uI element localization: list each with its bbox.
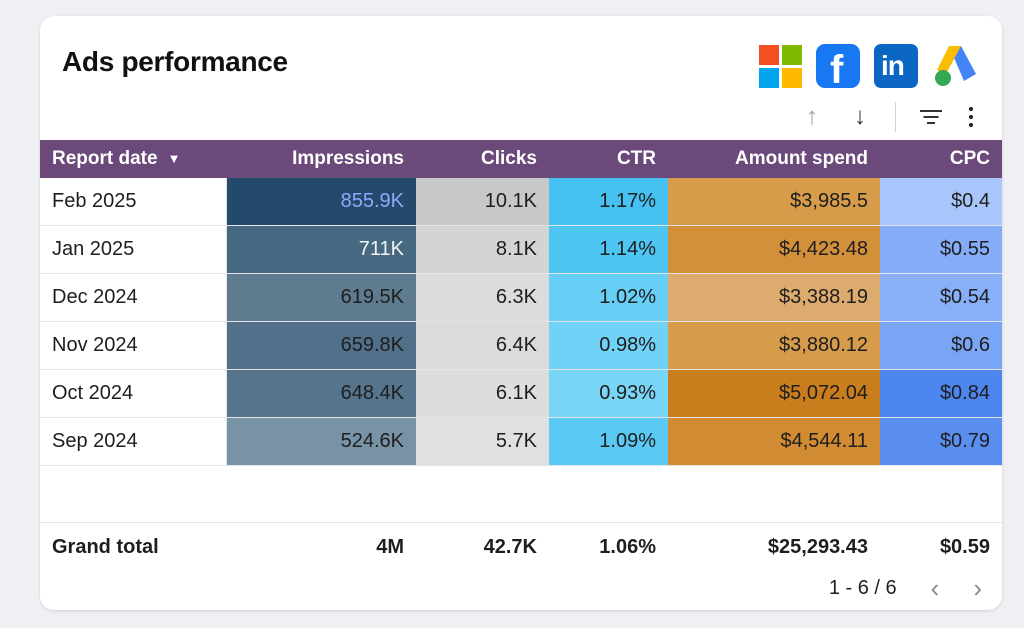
filter-line-2 bbox=[923, 116, 939, 118]
cell-report-date: Feb 2025 bbox=[40, 178, 227, 226]
toolbar-divider bbox=[895, 102, 896, 132]
cell-impressions: 619.5K bbox=[226, 273, 416, 322]
pagination: 1 - 6 / 6 ‹ › bbox=[829, 573, 982, 604]
cell-clicks: 10.1K bbox=[416, 178, 549, 226]
cell-report-date: Dec 2024 bbox=[40, 273, 227, 322]
table-row: Nov 2024 659.8K 6.4K 0.98% $3,880.12 $0.… bbox=[40, 321, 1002, 370]
table-row: Sep 2024 524.6K 5.7K 1.09% $4,544.11 $0.… bbox=[40, 417, 1002, 466]
facebook-logo-icon: f bbox=[816, 44, 860, 92]
cell-report-date: Oct 2024 bbox=[40, 369, 227, 418]
previous-page-button[interactable]: ‹ bbox=[930, 573, 940, 603]
microsoft-square-blue bbox=[759, 67, 779, 88]
cell-impressions: 659.8K bbox=[226, 321, 416, 370]
cell-report-date: Nov 2024 bbox=[40, 321, 227, 370]
platform-logos: f in bbox=[759, 44, 976, 92]
cell-clicks: 5.7K bbox=[416, 417, 549, 466]
column-header-amount-spend[interactable]: Amount spend bbox=[668, 140, 880, 178]
microsoft-logo-icon bbox=[759, 44, 802, 88]
sort-caret-icon: ▼ bbox=[167, 151, 181, 167]
grand-total-ctr: 1.06% bbox=[549, 522, 668, 571]
empty-spacer-cell bbox=[40, 465, 1002, 523]
ads-performance-card: Ads performance f in ↑ ↓ bbox=[40, 16, 1002, 610]
grand-total-clicks: 42.7K bbox=[416, 522, 549, 571]
column-header-label: Report date bbox=[52, 148, 158, 169]
table-toolbar: ↑ ↓ bbox=[799, 102, 976, 132]
linkedin-glyph: in bbox=[881, 50, 905, 81]
sort-ascending-button[interactable]: ↑ bbox=[806, 103, 818, 130]
filter-icon[interactable] bbox=[918, 107, 944, 127]
column-header-clicks[interactable]: Clicks bbox=[416, 140, 549, 178]
google-ads-green-dot bbox=[935, 70, 951, 86]
pagination-range: 1 - 6 / 6 bbox=[828, 577, 897, 599]
empty-spacer-row bbox=[40, 465, 1002, 523]
kebab-dot-1 bbox=[969, 107, 973, 111]
cell-amount-spend: $4,423.48 bbox=[668, 225, 880, 274]
cell-ctr: 0.98% bbox=[549, 321, 668, 370]
table-row: Oct 2024 648.4K 6.1K 0.93% $5,072.04 $0.… bbox=[40, 369, 1002, 418]
grand-total-impressions: 4M bbox=[226, 522, 416, 571]
cell-impressions: 524.6K bbox=[226, 417, 416, 466]
cell-ctr: 0.93% bbox=[549, 369, 668, 418]
google-ads-logo-icon bbox=[932, 44, 976, 88]
cell-impressions: 855.9K bbox=[226, 178, 416, 226]
cell-amount-spend: $3,880.12 bbox=[668, 321, 880, 370]
filter-line-3 bbox=[927, 122, 935, 124]
cell-ctr: 1.14% bbox=[549, 225, 668, 274]
cell-report-date: Jan 2025 bbox=[40, 225, 227, 274]
more-options-icon[interactable] bbox=[966, 106, 976, 128]
cell-report-date: Sep 2024 bbox=[40, 417, 227, 466]
grand-total-cpc: $0.59 bbox=[880, 522, 1002, 571]
next-page-button[interactable]: › bbox=[973, 573, 982, 603]
table-header-row: Report date ▼ Impressions Clicks CTR Amou… bbox=[40, 140, 1002, 178]
kebab-dot-2 bbox=[969, 115, 973, 119]
cell-cpc: $0.4 bbox=[880, 178, 1002, 226]
grand-total-amount-spend: $25,293.43 bbox=[668, 522, 880, 571]
linkedin-logo-icon: in bbox=[874, 44, 918, 88]
cell-impressions: 648.4K bbox=[226, 369, 416, 418]
cell-clicks: 6.4K bbox=[416, 321, 549, 370]
kebab-dot-3 bbox=[969, 123, 973, 127]
cell-amount-spend: $3,985.5 bbox=[668, 178, 880, 226]
microsoft-square-green bbox=[782, 44, 802, 65]
cell-cpc: $0.84 bbox=[880, 369, 1002, 418]
table-row: Feb 2025 855.9K 10.1K 1.17% $3,985.5 $0.… bbox=[40, 178, 1002, 226]
cell-impressions: 711K bbox=[226, 225, 416, 274]
cell-amount-spend: $5,072.04 bbox=[668, 369, 880, 418]
cell-ctr: 1.02% bbox=[549, 273, 668, 322]
cell-clicks: 6.1K bbox=[416, 369, 549, 418]
ads-performance-table: Report date ▼ Impressions Clicks CTR Amou… bbox=[40, 140, 1002, 571]
microsoft-square-red bbox=[759, 44, 779, 65]
cell-cpc: $0.54 bbox=[880, 273, 1002, 322]
cell-amount-spend: $4,544.11 bbox=[668, 417, 880, 466]
table-row: Dec 2024 619.5K 6.3K 1.02% $3,388.19 $0.… bbox=[40, 273, 1002, 322]
cell-cpc: $0.6 bbox=[880, 321, 1002, 370]
microsoft-square-yellow bbox=[782, 67, 802, 88]
cell-clicks: 8.1K bbox=[416, 225, 549, 274]
cell-clicks: 6.3K bbox=[416, 273, 549, 322]
table-row: Jan 2025 711K 8.1K 1.14% $4,423.48 $0.55 bbox=[40, 225, 1002, 274]
cell-ctr: 1.17% bbox=[549, 178, 668, 226]
card-title: Ads performance bbox=[62, 46, 288, 77]
cell-cpc: $0.55 bbox=[880, 225, 1002, 274]
column-header-report-date[interactable]: Report date ▼ bbox=[40, 140, 226, 178]
column-header-impressions[interactable]: Impressions bbox=[226, 140, 416, 178]
cell-amount-spend: $3,388.19 bbox=[668, 273, 880, 322]
column-header-ctr[interactable]: CTR bbox=[549, 140, 668, 178]
filter-line-1 bbox=[920, 110, 942, 112]
grand-total-label: Grand total bbox=[40, 522, 226, 571]
google-ads-logo-svg bbox=[935, 46, 976, 86]
google-ads-yellow-bar bbox=[937, 46, 961, 74]
facebook-glyph: f bbox=[830, 48, 844, 92]
cell-cpc: $0.79 bbox=[880, 417, 1002, 466]
grand-total-row: Grand total 4M 42.7K 1.06% $25,293.43 $0… bbox=[40, 522, 1002, 571]
column-header-cpc[interactable]: CPC bbox=[880, 140, 1002, 178]
sort-descending-button[interactable]: ↓ bbox=[854, 103, 866, 130]
cell-ctr: 1.09% bbox=[549, 417, 668, 466]
